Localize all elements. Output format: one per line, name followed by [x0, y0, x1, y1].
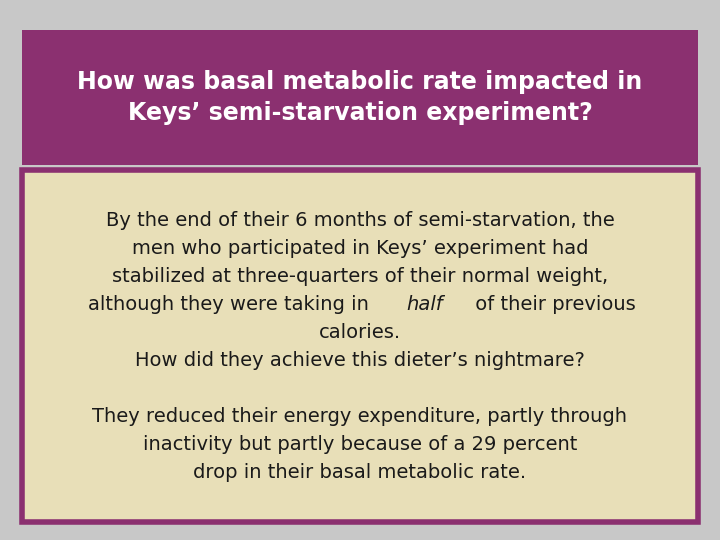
- Text: They reduced their energy expenditure, partly through: They reduced their energy expenditure, p…: [92, 407, 628, 426]
- Text: half: half: [406, 294, 443, 314]
- Text: drop in their basal metabolic rate.: drop in their basal metabolic rate.: [194, 462, 526, 482]
- FancyBboxPatch shape: [22, 170, 698, 522]
- Text: although they were taking in: although they were taking in: [88, 294, 375, 314]
- FancyBboxPatch shape: [22, 30, 698, 165]
- Text: How did they achieve this dieter’s nightmare?: How did they achieve this dieter’s night…: [135, 350, 585, 369]
- Text: of their previous: of their previous: [469, 294, 636, 314]
- Text: By the end of their 6 months of semi-starvation, the: By the end of their 6 months of semi-sta…: [106, 211, 614, 229]
- Text: men who participated in Keys’ experiment had: men who participated in Keys’ experiment…: [132, 239, 588, 258]
- Text: How was basal metabolic rate impacted in
Keys’ semi-starvation experiment?: How was basal metabolic rate impacted in…: [77, 70, 643, 125]
- Text: calories.: calories.: [319, 322, 401, 341]
- Text: inactivity but partly because of a 29 percent: inactivity but partly because of a 29 pe…: [143, 435, 577, 454]
- Text: stabilized at three-quarters of their normal weight,: stabilized at three-quarters of their no…: [112, 267, 608, 286]
